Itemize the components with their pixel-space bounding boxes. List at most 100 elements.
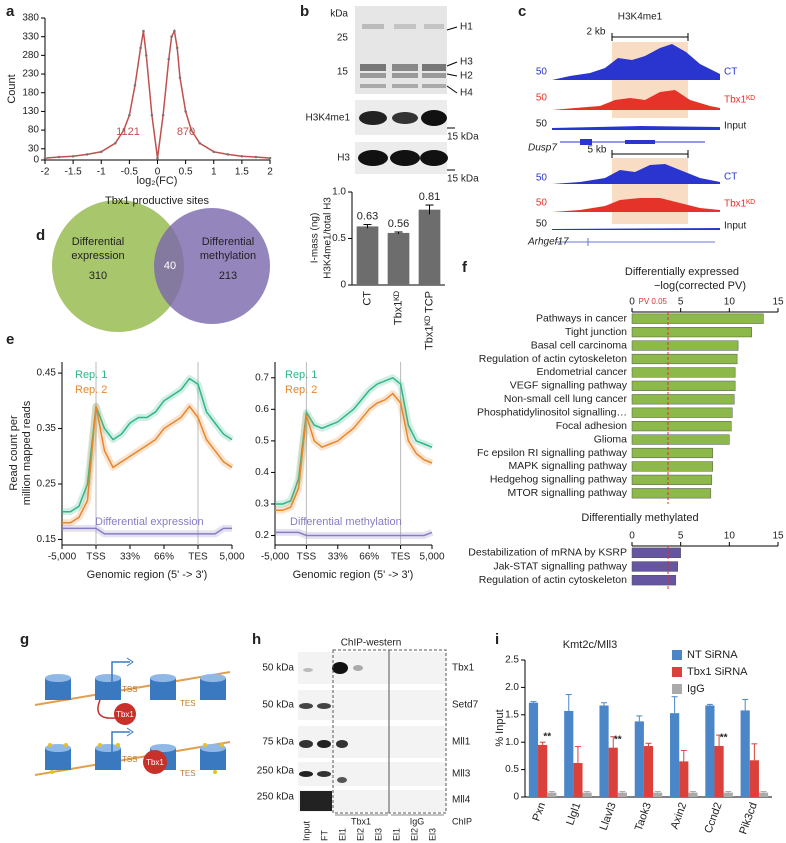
mw-label: kDa — [330, 9, 348, 20]
band-label: H3 — [460, 57, 473, 68]
y-tick-label: 1.5 — [505, 709, 519, 720]
point — [144, 54, 148, 57]
y-tick-label: 0.6 — [255, 404, 269, 415]
western-h-shape — [299, 740, 313, 748]
point — [268, 156, 272, 160]
y-tick-label: 130 — [22, 106, 39, 117]
schematic-g-shape-shape — [98, 743, 102, 747]
tracks-c-shape — [552, 164, 720, 184]
western-title: ChIP-western — [341, 638, 402, 649]
mw-label: 15 kDa — [447, 174, 479, 185]
protein-label: Mll3 — [452, 769, 471, 780]
bar — [631, 407, 733, 418]
mw-label: 50 kDa — [262, 700, 294, 711]
blot-b-shape — [422, 84, 446, 88]
mw-label: 250 kDa — [257, 792, 295, 803]
bar — [643, 746, 654, 797]
point — [212, 150, 216, 154]
bar — [631, 547, 681, 559]
point — [71, 154, 75, 158]
x-tick-label: Pxn — [530, 801, 548, 823]
category-label: Phosphatidylinositol signalling… — [477, 406, 627, 418]
point — [43, 156, 47, 160]
tracks-c-shape — [552, 126, 720, 130]
x-axis-label: Genomic region (5' -> 3') — [293, 569, 414, 581]
track-max: 50 — [536, 219, 548, 230]
bar — [631, 367, 736, 378]
x-tick-label: 5,000 — [219, 552, 244, 563]
schematic-g-shape — [48, 743, 224, 774]
blot-b-shape — [446, 85, 458, 94]
track-max: 50 — [536, 93, 548, 104]
point — [254, 155, 258, 159]
x-tick-label: 10 — [724, 531, 736, 542]
point — [184, 110, 187, 113]
bar — [740, 710, 750, 797]
bar — [631, 340, 739, 351]
x-tick-label: 5,000 — [419, 552, 444, 563]
x-tick-label: -1.5 — [65, 167, 83, 178]
y-tick-label: 80 — [28, 125, 40, 136]
x-axis-label: log₂(FC) — [137, 175, 178, 187]
bar — [758, 792, 769, 797]
schematic-g-shape-shape — [116, 743, 120, 747]
x-tick-label: 1.5 — [235, 167, 249, 178]
y-tick-label: 30 — [28, 143, 40, 154]
point — [150, 113, 154, 117]
y-tick-label: 0.45 — [37, 368, 57, 379]
track-label: CT — [724, 172, 737, 183]
bar — [617, 792, 627, 797]
blot-b-shape — [422, 64, 446, 71]
point — [114, 141, 117, 145]
schematic-g-shape-shape — [203, 743, 207, 747]
bar — [573, 763, 583, 797]
blot-b-shape — [355, 6, 447, 94]
blot-b-shape — [358, 150, 388, 166]
point — [178, 76, 182, 80]
protein-label: Setd7 — [452, 700, 479, 711]
mw-label: 25 — [337, 33, 349, 44]
bar — [631, 434, 730, 445]
x-tick-label: 15 — [772, 297, 784, 308]
y-tick-label: 1.0 — [505, 737, 519, 748]
blot-b-shape — [424, 24, 444, 29]
x-tick-label: CT — [361, 291, 373, 306]
caption: Tbx1 productive sites — [105, 195, 209, 207]
x-tick-label: 0 — [629, 531, 635, 542]
significance: ** — [720, 733, 728, 744]
venn-d-shape — [52, 200, 184, 332]
western-h-shape — [299, 703, 313, 709]
venn-label: methylation — [200, 250, 256, 262]
x-tick-label: 5 — [678, 531, 684, 542]
venn-d-shape — [154, 208, 270, 324]
category-label: VEGF signalling pathway — [510, 380, 628, 392]
y-tick-label: 0.4 — [255, 467, 269, 478]
protein-label: Tbx1 — [452, 663, 475, 674]
x-axis-label: Genomic region (5' -> 3') — [87, 569, 208, 581]
bar — [688, 792, 698, 797]
bar — [631, 474, 713, 485]
western-h-shape — [300, 791, 332, 811]
y-tick-label: 230 — [22, 69, 39, 80]
schematic-g-shape-shape — [220, 743, 224, 747]
track-max: 50 — [536, 198, 548, 209]
track-max: 50 — [536, 67, 548, 78]
lane-label: Input — [301, 820, 311, 841]
x-tick-label: 15 — [772, 531, 784, 542]
x-axis-label: −log(corrected PV) — [654, 280, 746, 292]
x-tick-label: TSS — [297, 552, 317, 563]
schematic-g-shape-shape — [45, 748, 71, 770]
point — [85, 153, 89, 156]
category-label: Non-small cell lung cancer — [504, 393, 628, 405]
blot-b-shape — [394, 24, 416, 29]
value-label: 0.81 — [419, 191, 440, 203]
category-label: Fc epsilon RI signalling pathway — [477, 447, 628, 459]
x-tick-label: Taok3 — [633, 801, 654, 833]
point — [189, 128, 193, 132]
bar — [564, 710, 574, 797]
annotation: 1121 — [116, 126, 140, 138]
lane-label: El2 — [355, 828, 365, 841]
lane-label: El3 — [427, 828, 437, 841]
chart-title: Differentially methylated — [581, 512, 698, 524]
x-tick-label: TES — [391, 552, 411, 563]
